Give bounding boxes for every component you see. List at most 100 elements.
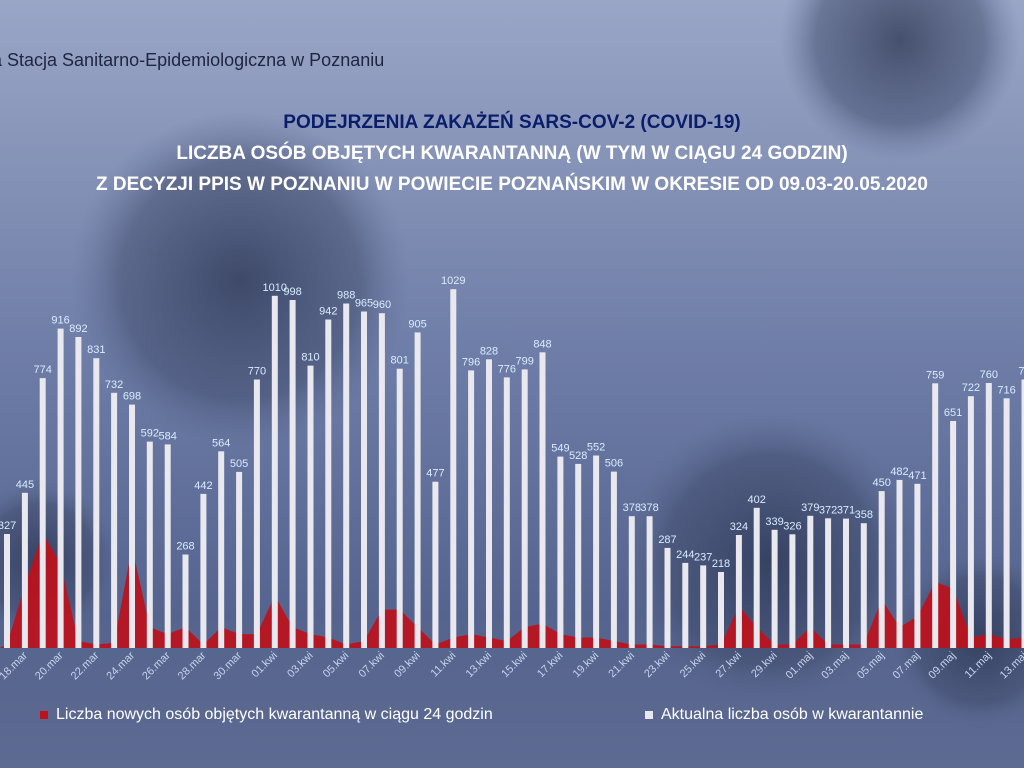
new-quarantine-area-series xyxy=(0,532,1024,648)
x-tick-30.mar: 30.mar xyxy=(212,649,245,682)
bar-label-26.kwi: 218 xyxy=(712,558,730,570)
bar-label-03.maj: 371 xyxy=(837,505,855,517)
current-quarantine-bar-series xyxy=(4,289,1024,648)
x-tick-19.kwi: 19.kwi xyxy=(571,650,602,681)
chart-title-line-1: PODEJRZENIA ZAKAŻEŃ SARS-COV-2 (COVID-19… xyxy=(283,112,741,133)
bar-08.kwi xyxy=(396,368,403,648)
bar-02.maj xyxy=(825,518,832,648)
x-tick-09.maj: 09.maj xyxy=(926,650,958,682)
bar-label-27.kwi: 324 xyxy=(730,521,748,533)
bar-26.kwi xyxy=(718,572,724,648)
bar-label-10.kwi: 477 xyxy=(426,468,444,480)
x-tick-26.mar: 26.mar xyxy=(140,649,173,682)
bar-label-26.mar: 584 xyxy=(159,430,177,442)
bar-22.kwi xyxy=(646,516,653,648)
bar-09.kwi xyxy=(414,332,421,648)
x-tick-23.kwi: 23.kwi xyxy=(642,650,673,681)
bar-label-25.mar: 592 xyxy=(141,428,159,440)
legend-item-current: Aktualna liczba osób w kwarantannie xyxy=(645,706,923,724)
bar-label-17.kwi: 549 xyxy=(551,443,569,455)
x-tick-07.kwi: 07.kwi xyxy=(356,650,387,681)
chart-title-line-3: Z DECYZJI PPIS W POZNANIU W POWIECIE POZ… xyxy=(96,174,928,195)
bar-label-28.kwi: 402 xyxy=(748,494,766,506)
x-tick-13.maj: 13.maj xyxy=(998,650,1024,682)
legend-swatch-white xyxy=(645,710,653,719)
bar-15.kwi xyxy=(521,369,528,648)
bar-27.kwi xyxy=(735,535,742,648)
bar-18.kwi xyxy=(575,463,582,648)
bar-06.kwi xyxy=(361,311,367,648)
bar-30.kwi xyxy=(789,534,796,648)
bar-label-13.maj: 77 xyxy=(1018,366,1024,378)
bar-label-03.kwi: 810 xyxy=(301,352,319,364)
bar-label-27.mar: 268 xyxy=(176,541,194,553)
bar-19.mar xyxy=(39,378,46,648)
bar-label-17.mar: 327 xyxy=(0,520,16,532)
bar-10.kwi xyxy=(432,481,439,648)
bar-27.mar xyxy=(182,554,189,648)
legend-swatch-red xyxy=(40,710,48,719)
bar-25.mar xyxy=(146,441,153,648)
bar-22.mar xyxy=(93,358,100,648)
bar-11.maj xyxy=(985,383,992,648)
bar-label-06.maj: 482 xyxy=(890,466,908,478)
x-tick-11.maj: 11.maj xyxy=(963,650,994,681)
bar-label-07.kwi: 960 xyxy=(373,299,391,311)
bar-label-30.mar: 505 xyxy=(230,458,248,470)
source-label: a Stacja Sanitarno-Epidemiologiczna w Po… xyxy=(0,50,385,70)
bar-14.kwi xyxy=(503,377,510,648)
bar-label-24.mar: 698 xyxy=(123,391,141,403)
bar-label-30.kwi: 326 xyxy=(783,520,801,532)
legend-label-new: Liczba nowych osób objętych kwarantanną … xyxy=(56,706,493,723)
bar-01.maj xyxy=(807,515,814,648)
bar-06.maj xyxy=(896,479,903,648)
bar-13.maj xyxy=(1021,379,1024,648)
bar-24.mar xyxy=(129,404,135,648)
bar-17.kwi xyxy=(557,456,564,648)
bar-05.kwi xyxy=(343,303,350,648)
bar-29.kwi xyxy=(771,529,778,648)
bar-label-05.maj: 450 xyxy=(873,477,891,489)
bar-07.kwi xyxy=(378,313,385,648)
chart-title-line-2: LICZBA OSÓB OBJĘTYCH KWARANTANNĄ (W TYM … xyxy=(176,143,848,164)
bar-24.kwi xyxy=(682,562,689,648)
bar-10.maj xyxy=(967,396,974,648)
bar-label-22.kwi: 378 xyxy=(640,502,658,514)
x-tick-09.kwi: 09.kwi xyxy=(392,650,423,681)
bar-label-05.kwi: 988 xyxy=(337,290,355,302)
x-tick-03.maj: 03.maj xyxy=(819,650,851,682)
bar-label-16.kwi: 848 xyxy=(533,338,551,350)
bar-label-12.kwi: 796 xyxy=(462,356,480,368)
bar-20.kwi xyxy=(610,471,617,648)
x-axis-tick-labels: 18.mar 20.mar 22.mar 24.mar 26.mar 28.mar 30.m… xyxy=(0,649,1024,682)
bar-31.mar xyxy=(253,379,260,648)
bar-label-29.mar: 564 xyxy=(212,437,230,449)
bar-02.kwi xyxy=(289,300,296,648)
bar-label-28.mar: 442 xyxy=(194,480,212,492)
bar-label-08.kwi: 801 xyxy=(391,355,409,367)
bar-label-23.kwi: 287 xyxy=(658,534,676,546)
bar-13.kwi xyxy=(486,359,492,648)
bar-28.kwi xyxy=(753,507,760,648)
bar-label-10.maj: 722 xyxy=(962,382,980,394)
bar-03.kwi xyxy=(307,365,314,648)
bar-label-21.mar: 892 xyxy=(69,323,87,335)
bar-08.maj xyxy=(932,383,939,648)
bar-07.maj xyxy=(914,483,921,648)
bar-30.mar xyxy=(236,471,243,648)
bar-12.maj xyxy=(1003,398,1010,648)
bar-label-24.kwi: 244 xyxy=(676,549,694,561)
bar-label-23.mar: 732 xyxy=(105,379,123,391)
bar-label-29.kwi: 339 xyxy=(765,516,783,528)
x-tick-29.kwi: 29.kwi xyxy=(749,650,780,681)
new-quarantine-area xyxy=(0,532,1024,648)
bar-04.kwi xyxy=(325,319,332,648)
bar-label-04.kwi: 942 xyxy=(319,306,337,318)
bar-21.mar xyxy=(75,337,82,648)
x-tick-25.kwi: 25.kwi xyxy=(678,650,709,681)
bar-03.maj xyxy=(843,518,849,648)
x-tick-13.kwi: 13.kwi xyxy=(464,650,495,681)
bar-23.kwi xyxy=(664,547,671,648)
bar-label-01.kwi: 1010 xyxy=(263,282,287,294)
